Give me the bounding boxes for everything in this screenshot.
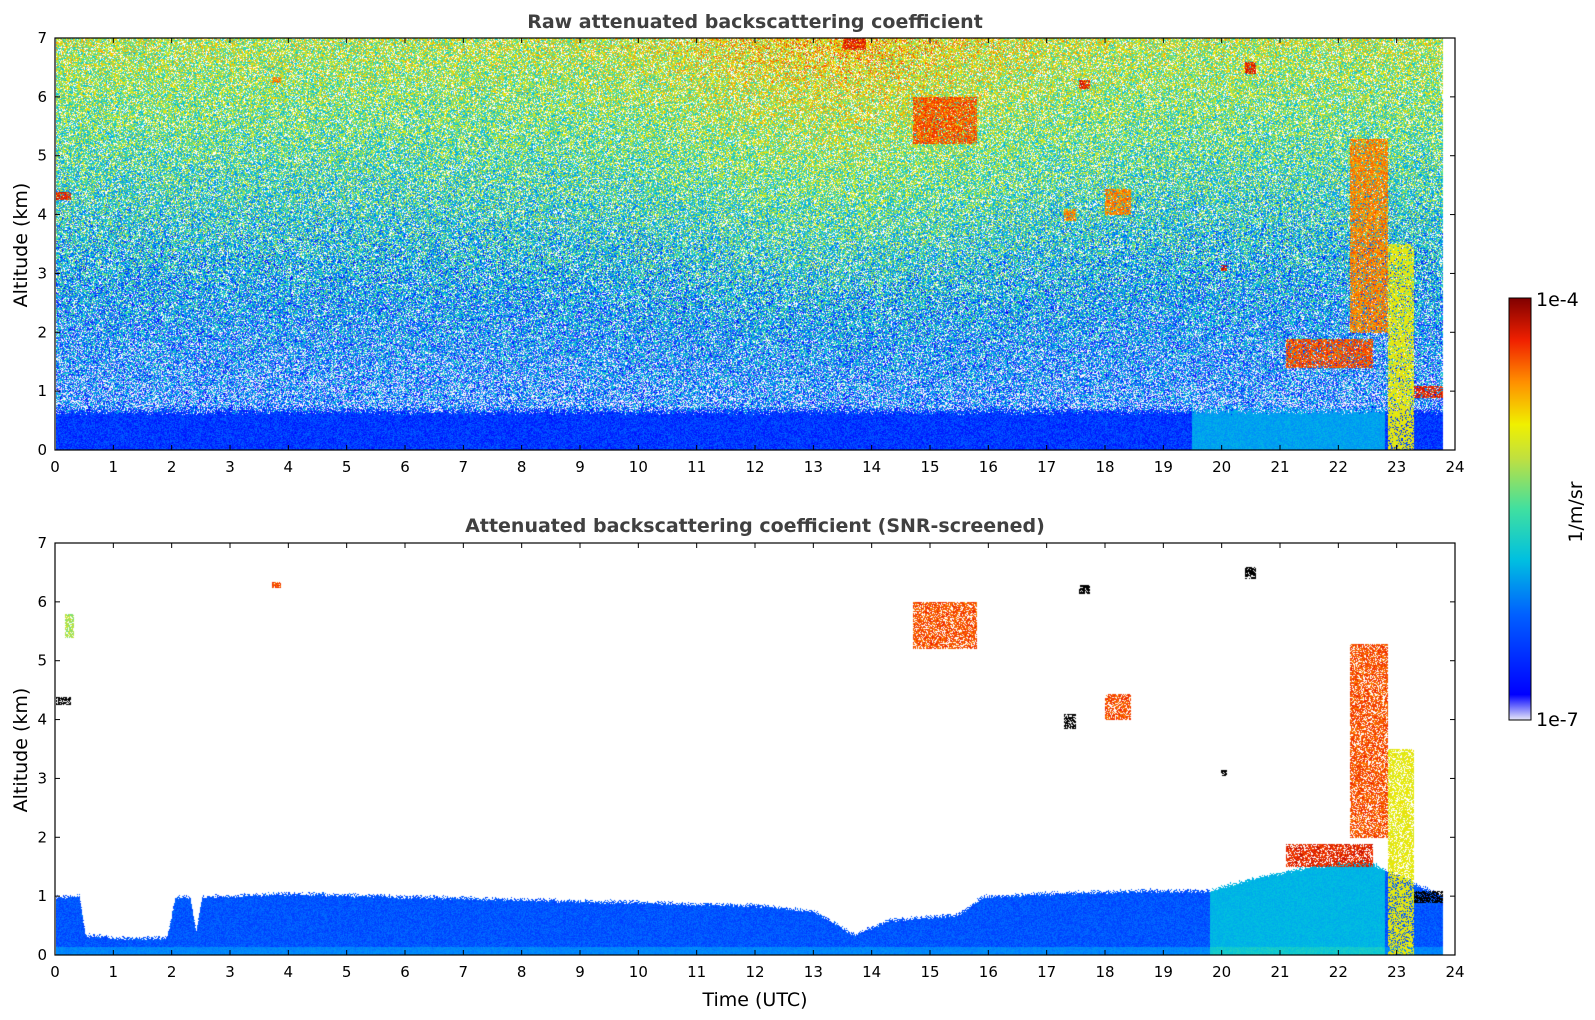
y-axis-label: Altitude (km) <box>10 183 32 308</box>
x-tick-label: 24 <box>1445 963 1464 981</box>
x-tick-label: 2 <box>167 458 177 476</box>
y-tick-label: 5 <box>37 652 47 670</box>
x-axis-label: Time (UTC) <box>701 989 807 1011</box>
x-tick-label: 13 <box>804 963 823 981</box>
x-tick-label: 15 <box>920 963 939 981</box>
x-tick-label: 20 <box>1212 458 1231 476</box>
x-tick-label: 22 <box>1329 458 1348 476</box>
y-tick-label: 3 <box>37 264 47 282</box>
snr-screened-panel: Attenuated backscattering coefficient (S… <box>10 515 1465 1011</box>
x-tick-label: 21 <box>1270 963 1289 981</box>
x-tick-label: 0 <box>50 963 60 981</box>
y-tick-label: 0 <box>37 946 47 964</box>
x-tick-label: 17 <box>1037 458 1056 476</box>
x-tick-label: 21 <box>1270 458 1289 476</box>
x-tick-label: 18 <box>1095 458 1114 476</box>
x-tick-label: 3 <box>225 963 235 981</box>
y-tick-label: 7 <box>37 29 47 47</box>
x-tick-label: 4 <box>284 458 294 476</box>
x-tick-label: 10 <box>629 963 648 981</box>
x-tick-label: 23 <box>1387 963 1406 981</box>
x-tick-label: 14 <box>862 458 881 476</box>
x-tick-label: 0 <box>50 458 60 476</box>
x-tick-label: 2 <box>167 963 177 981</box>
x-tick-label: 12 <box>745 963 764 981</box>
x-tick-label: 5 <box>342 963 352 981</box>
colorbar-min-label: 1e-7 <box>1536 709 1579 731</box>
x-tick-label: 24 <box>1445 458 1464 476</box>
x-tick-label: 6 <box>400 458 410 476</box>
colorbar-unit-label: 1/m/sr <box>1565 481 1587 542</box>
x-tick-label: 9 <box>575 458 585 476</box>
heatmap-area <box>56 543 1454 955</box>
x-tick-label: 11 <box>687 458 706 476</box>
x-tick-label: 5 <box>342 458 352 476</box>
colorbar-max-label: 1e-4 <box>1536 289 1579 311</box>
x-tick-label: 7 <box>459 963 469 981</box>
x-tick-label: 9 <box>575 963 585 981</box>
x-tick-label: 16 <box>979 458 998 476</box>
x-tick-label: 7 <box>459 458 469 476</box>
colorbar: 1e-4 1e-7 1/m/sr <box>1508 289 1587 731</box>
x-tick-label: 11 <box>687 963 706 981</box>
y-tick-label: 0 <box>37 441 47 459</box>
x-tick-label: 23 <box>1387 458 1406 476</box>
x-tick-label: 1 <box>109 963 119 981</box>
x-tick-label: 8 <box>517 458 527 476</box>
x-tick-label: 6 <box>400 963 410 981</box>
raw-backscatter-panel: Raw attenuated backscattering coefficien… <box>10 11 1465 476</box>
x-tick-label: 22 <box>1329 963 1348 981</box>
x-tick-label: 19 <box>1154 963 1173 981</box>
y-tick-label: 1 <box>37 382 47 400</box>
y-tick-label: 7 <box>37 534 47 552</box>
y-tick-label: 5 <box>37 147 47 165</box>
colorbar-gradient <box>1508 297 1532 721</box>
x-tick-label: 8 <box>517 963 527 981</box>
panel-title: Attenuated backscattering coefficient (S… <box>465 515 1045 537</box>
axis-ticks: 0 1 2 3 4 5 6 7 8 9 10 11 12 13 14 15 16 17 18 19 20 21 22 23 24… <box>37 534 1464 981</box>
y-tick-label: 4 <box>37 711 47 729</box>
y-tick-label: 6 <box>37 593 47 611</box>
y-tick-label: 6 <box>37 88 47 106</box>
x-tick-label: 3 <box>225 458 235 476</box>
x-tick-label: 12 <box>745 458 764 476</box>
x-tick-label: 18 <box>1095 963 1114 981</box>
x-tick-label: 15 <box>920 458 939 476</box>
y-tick-label: 2 <box>37 323 47 341</box>
y-tick-label: 3 <box>37 769 47 787</box>
panel-title: Raw attenuated backscattering coefficien… <box>527 11 983 33</box>
x-tick-label: 13 <box>804 458 823 476</box>
x-tick-label: 20 <box>1212 963 1231 981</box>
y-tick-label: 2 <box>37 828 47 846</box>
x-tick-label: 19 <box>1154 458 1173 476</box>
axis-ticks: 0 1 2 3 4 5 6 7 8 9 10 11 12 13 14 15 16 17 18 19 20 21 22 23 24… <box>37 29 1464 476</box>
y-tick-label: 1 <box>37 887 47 905</box>
x-tick-label: 14 <box>862 963 881 981</box>
x-tick-label: 16 <box>979 963 998 981</box>
x-tick-label: 4 <box>284 963 294 981</box>
y-tick-label: 4 <box>37 206 47 224</box>
heatmap-area <box>56 38 1454 450</box>
x-tick-label: 1 <box>109 458 119 476</box>
y-axis-label: Altitude (km) <box>10 688 32 813</box>
x-tick-label: 10 <box>629 458 648 476</box>
x-tick-label: 17 <box>1037 963 1056 981</box>
